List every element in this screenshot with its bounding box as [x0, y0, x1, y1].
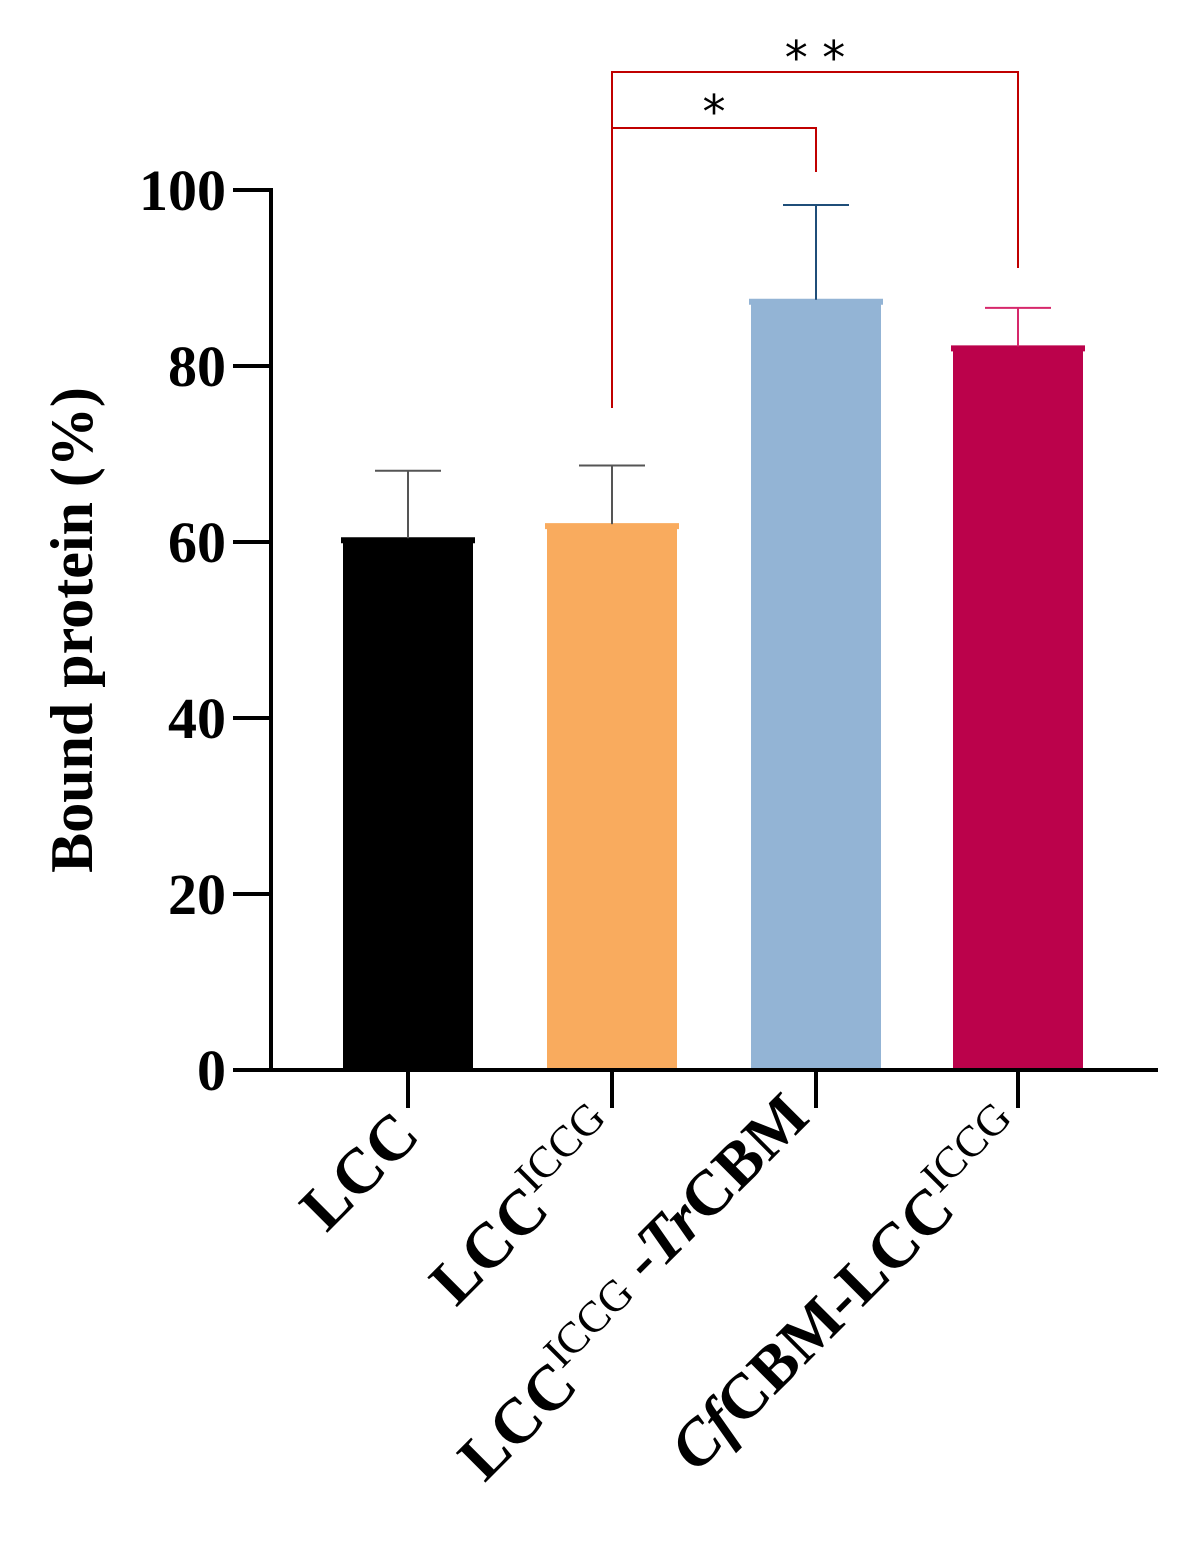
bar-lcc-iccg — [547, 526, 677, 1070]
significance-label-1: * — [703, 85, 726, 139]
label-part: CBM-LCC — [701, 1172, 967, 1438]
y-tick-label-0: 0 — [197, 1038, 226, 1103]
y-tick-label-100: 100 — [139, 158, 226, 223]
significance-label-2: * * — [785, 31, 846, 85]
y-tick-label-60: 60 — [168, 510, 226, 575]
x-tick-label-lcc: LCC — [286, 1098, 432, 1244]
bars-group — [341, 203, 1085, 1070]
y-tick-label-80: 80 — [168, 334, 226, 399]
bar-lcc-iccg-trcbm — [751, 301, 881, 1070]
significance-group: * * * — [611, 31, 1019, 408]
label-part: LCC — [286, 1098, 432, 1244]
significance-bracket-2 — [611, 71, 1019, 408]
bar-lcc — [343, 540, 473, 1070]
bar-cfcbm-lcc-iccg — [953, 348, 1083, 1070]
y-axis-label: Bound protein (%) — [39, 387, 105, 873]
y-tick-label-20: 20 — [168, 862, 226, 927]
y-tick-label-40: 40 — [168, 686, 226, 751]
